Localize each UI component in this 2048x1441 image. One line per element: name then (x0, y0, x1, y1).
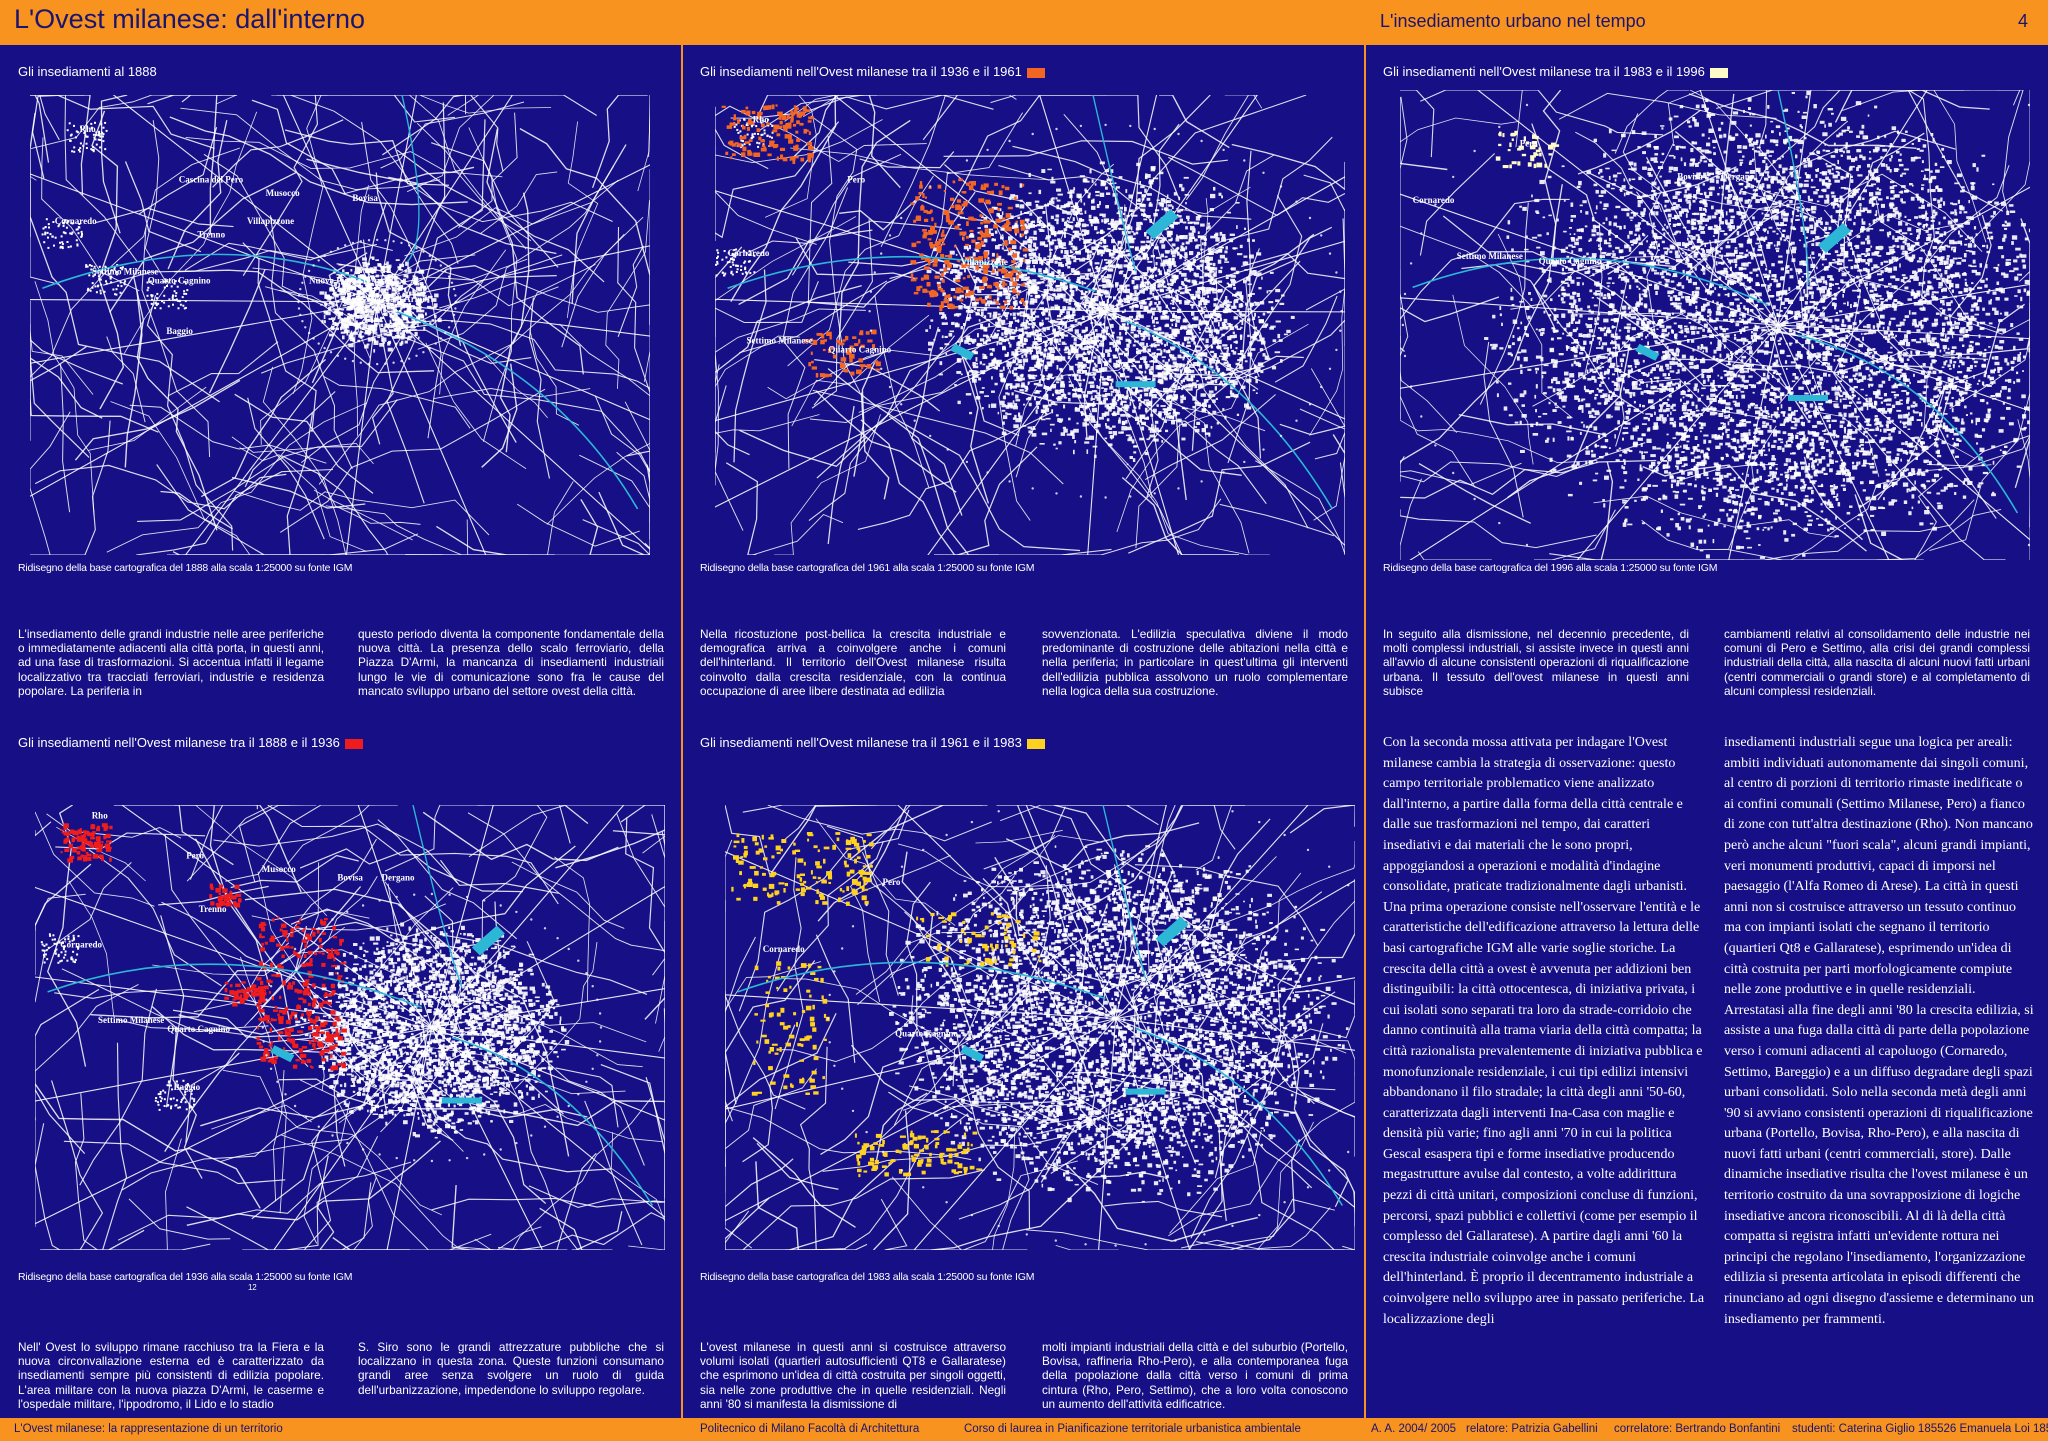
text-1996-left: In seguito alla dismissione, nel decenni… (1383, 627, 1689, 698)
footer-course: Corso di laurea in Pianificazione territ… (964, 1423, 1301, 1435)
map-place-label: Cornaredo (55, 216, 97, 226)
column-divider (681, 45, 683, 1418)
column-divider (1364, 45, 1366, 1418)
map-place-label: Dergano (382, 873, 415, 883)
caption-1961: Ridisegno della base cartografica del 19… (700, 562, 1035, 574)
panel-title-1936: Gli insediamenti nell'Ovest milanese tra… (18, 735, 363, 750)
map-1996: Pero Bovisa Dergano Cornaredo Settimo Milane… (1400, 90, 2030, 560)
text-1983-right: molti impianti industriali della città e… (1042, 1340, 1348, 1411)
footer-relatore: relatore: Patrizia Gabellini (1466, 1423, 1598, 1435)
caption-1936: Ridisegno della base cartografica del 19… (18, 1271, 353, 1283)
map-place-label: Vecchia d'Armi (365, 294, 425, 304)
legend-swatch-red (344, 738, 363, 749)
map-place-label: Settimo Milanese (92, 266, 158, 276)
panel-title-1983: Gli insediamenti nell'Ovest milanese tra… (700, 735, 1045, 750)
footer-title: L'Ovest milanese: la rappresentazione di… (14, 1423, 283, 1435)
map-place-label: Trenno (199, 904, 227, 914)
map-place-label: Villapizzone (961, 257, 1008, 267)
legend-swatch-pale (1709, 67, 1728, 78)
map-1888: Rho Cascina del Pero Musocco Bovisa Cornared… (30, 95, 650, 555)
map-place-label: Pero (1520, 138, 1538, 148)
map-place-label: Cornaredo (763, 944, 805, 954)
map-place-label: Musocco (262, 864, 296, 874)
essay-left-column: Con la seconda mossa attivata per indaga… (1383, 735, 1705, 1327)
page-number: 4 (2018, 11, 2029, 31)
caption-1996: Ridisegno della base cartografica del 19… (1383, 562, 1718, 574)
map-place-label: Settimo Milanese (1457, 251, 1523, 261)
map-1983: Pero Cornaredo Quarto Cagnino (725, 805, 1355, 1250)
caption-1888: Ridisegno della base cartografica del 18… (18, 562, 353, 574)
page-title: L'Ovest milanese: dall'interno (14, 4, 365, 34)
map-place-label: Bovisa (337, 873, 363, 883)
text-1961-right: sovvenzionata. L'edilizia speculativa di… (1042, 627, 1348, 698)
text-1888-right: questo periodo diventa la componente fon… (358, 627, 664, 698)
text-1936-right: S. Siro sono le grandi attrezzature pubb… (358, 1340, 664, 1397)
footer-school: Politecnico di Milano Facoltà di Archite… (700, 1423, 920, 1435)
text-1961-left: Nella ricostuzione post-bellica la cresc… (700, 627, 1006, 698)
map-place-label: Quarto Cagnino (167, 1024, 230, 1034)
text-1936-left: Nell' Ovest lo sviluppo rimane racchiuso… (18, 1340, 324, 1411)
panel-title-1961: Gli insediamenti nell'Ovest milanese tra… (700, 64, 1045, 79)
footer-year: A. A. 2004/ 2005 (1371, 1423, 1457, 1435)
legend-swatch-orange (1026, 67, 1045, 78)
panel-title-1996: Gli insediamenti nell'Ovest milanese tra… (1383, 64, 1728, 79)
footer-bar: L'Ovest milanese: la rappresentazione di… (0, 1418, 2048, 1441)
map-1961: Rho Pero Cornaredo Villapizzone Settimo Mila… (715, 95, 1345, 555)
map-place-label: Quarto Cagnino (148, 276, 211, 286)
map-place-label: Cornaredo (728, 248, 770, 258)
footer-correlatore: correlatore: Bertrando Bonfantini (1614, 1423, 1781, 1435)
text-1996-right: cambiamenti relativi al consolidamento d… (1724, 627, 2030, 698)
map-place-label: Rho (80, 124, 97, 134)
map-place-label: Settimo Milanese (747, 335, 813, 345)
map-place-label: Settimo Milanese (98, 1015, 164, 1025)
text-1983-left: L'ovest milanese in questi anni si costr… (700, 1340, 1006, 1411)
legend-swatch-yellow (1026, 738, 1045, 749)
caption-1936-sub: 12 (248, 1283, 257, 1292)
map-place-label: Cornaredo (1413, 195, 1455, 205)
panel-title-1888: Gli insediamenti al 1888 (18, 64, 157, 79)
footer-students: studenti: Caterina Giglio 185526 Emanuel… (1792, 1423, 2048, 1435)
caption-1983: Ridisegno della base cartografica del 19… (700, 1271, 1035, 1283)
map-place-label: Rho (92, 810, 109, 820)
map-place-label: Pero (186, 850, 204, 860)
map-place-label: Baggio (174, 1082, 201, 1092)
map-place-label: Trenno (197, 230, 225, 240)
map-place-label: Villapizzone (247, 216, 294, 226)
map-place-label: Bovisa (1677, 171, 1703, 181)
map-place-label: Rho (753, 115, 770, 125)
essay-right-column: insediamenti industriali segue una logic… (1724, 735, 2035, 1327)
map-place-label: Pero (847, 174, 865, 184)
map-place-label: Musocco (266, 188, 300, 198)
map-place-label: Quarto Cagnino (828, 345, 891, 355)
map-1936: Rho Pero Musocco Bovisa Dergano Cornaredo Tren… (35, 805, 665, 1250)
map-place-label: Quarto Cagnino (1539, 256, 1602, 266)
map-place-label: Bovisa (352, 193, 378, 203)
map-place-label: Pero (883, 877, 901, 887)
map-place-label: Dergano (1721, 171, 1754, 181)
header-bar: L'Ovest milanese: dall'interno L'insedia… (0, 0, 2048, 45)
section-title: L'insediamento urbano nel tempo (1380, 11, 1646, 31)
map-place-label: Cornaredo (60, 939, 102, 949)
map-place-label: Cascina del Pero (179, 174, 244, 184)
map-place-label: Baggio (166, 326, 193, 336)
map-place-label: Quarto Cagnino (895, 1028, 958, 1038)
map-place-label: Nuova Piazza d'Armi (309, 276, 392, 286)
text-1888-left: L'insediamento delle grandi industrie ne… (18, 627, 324, 698)
